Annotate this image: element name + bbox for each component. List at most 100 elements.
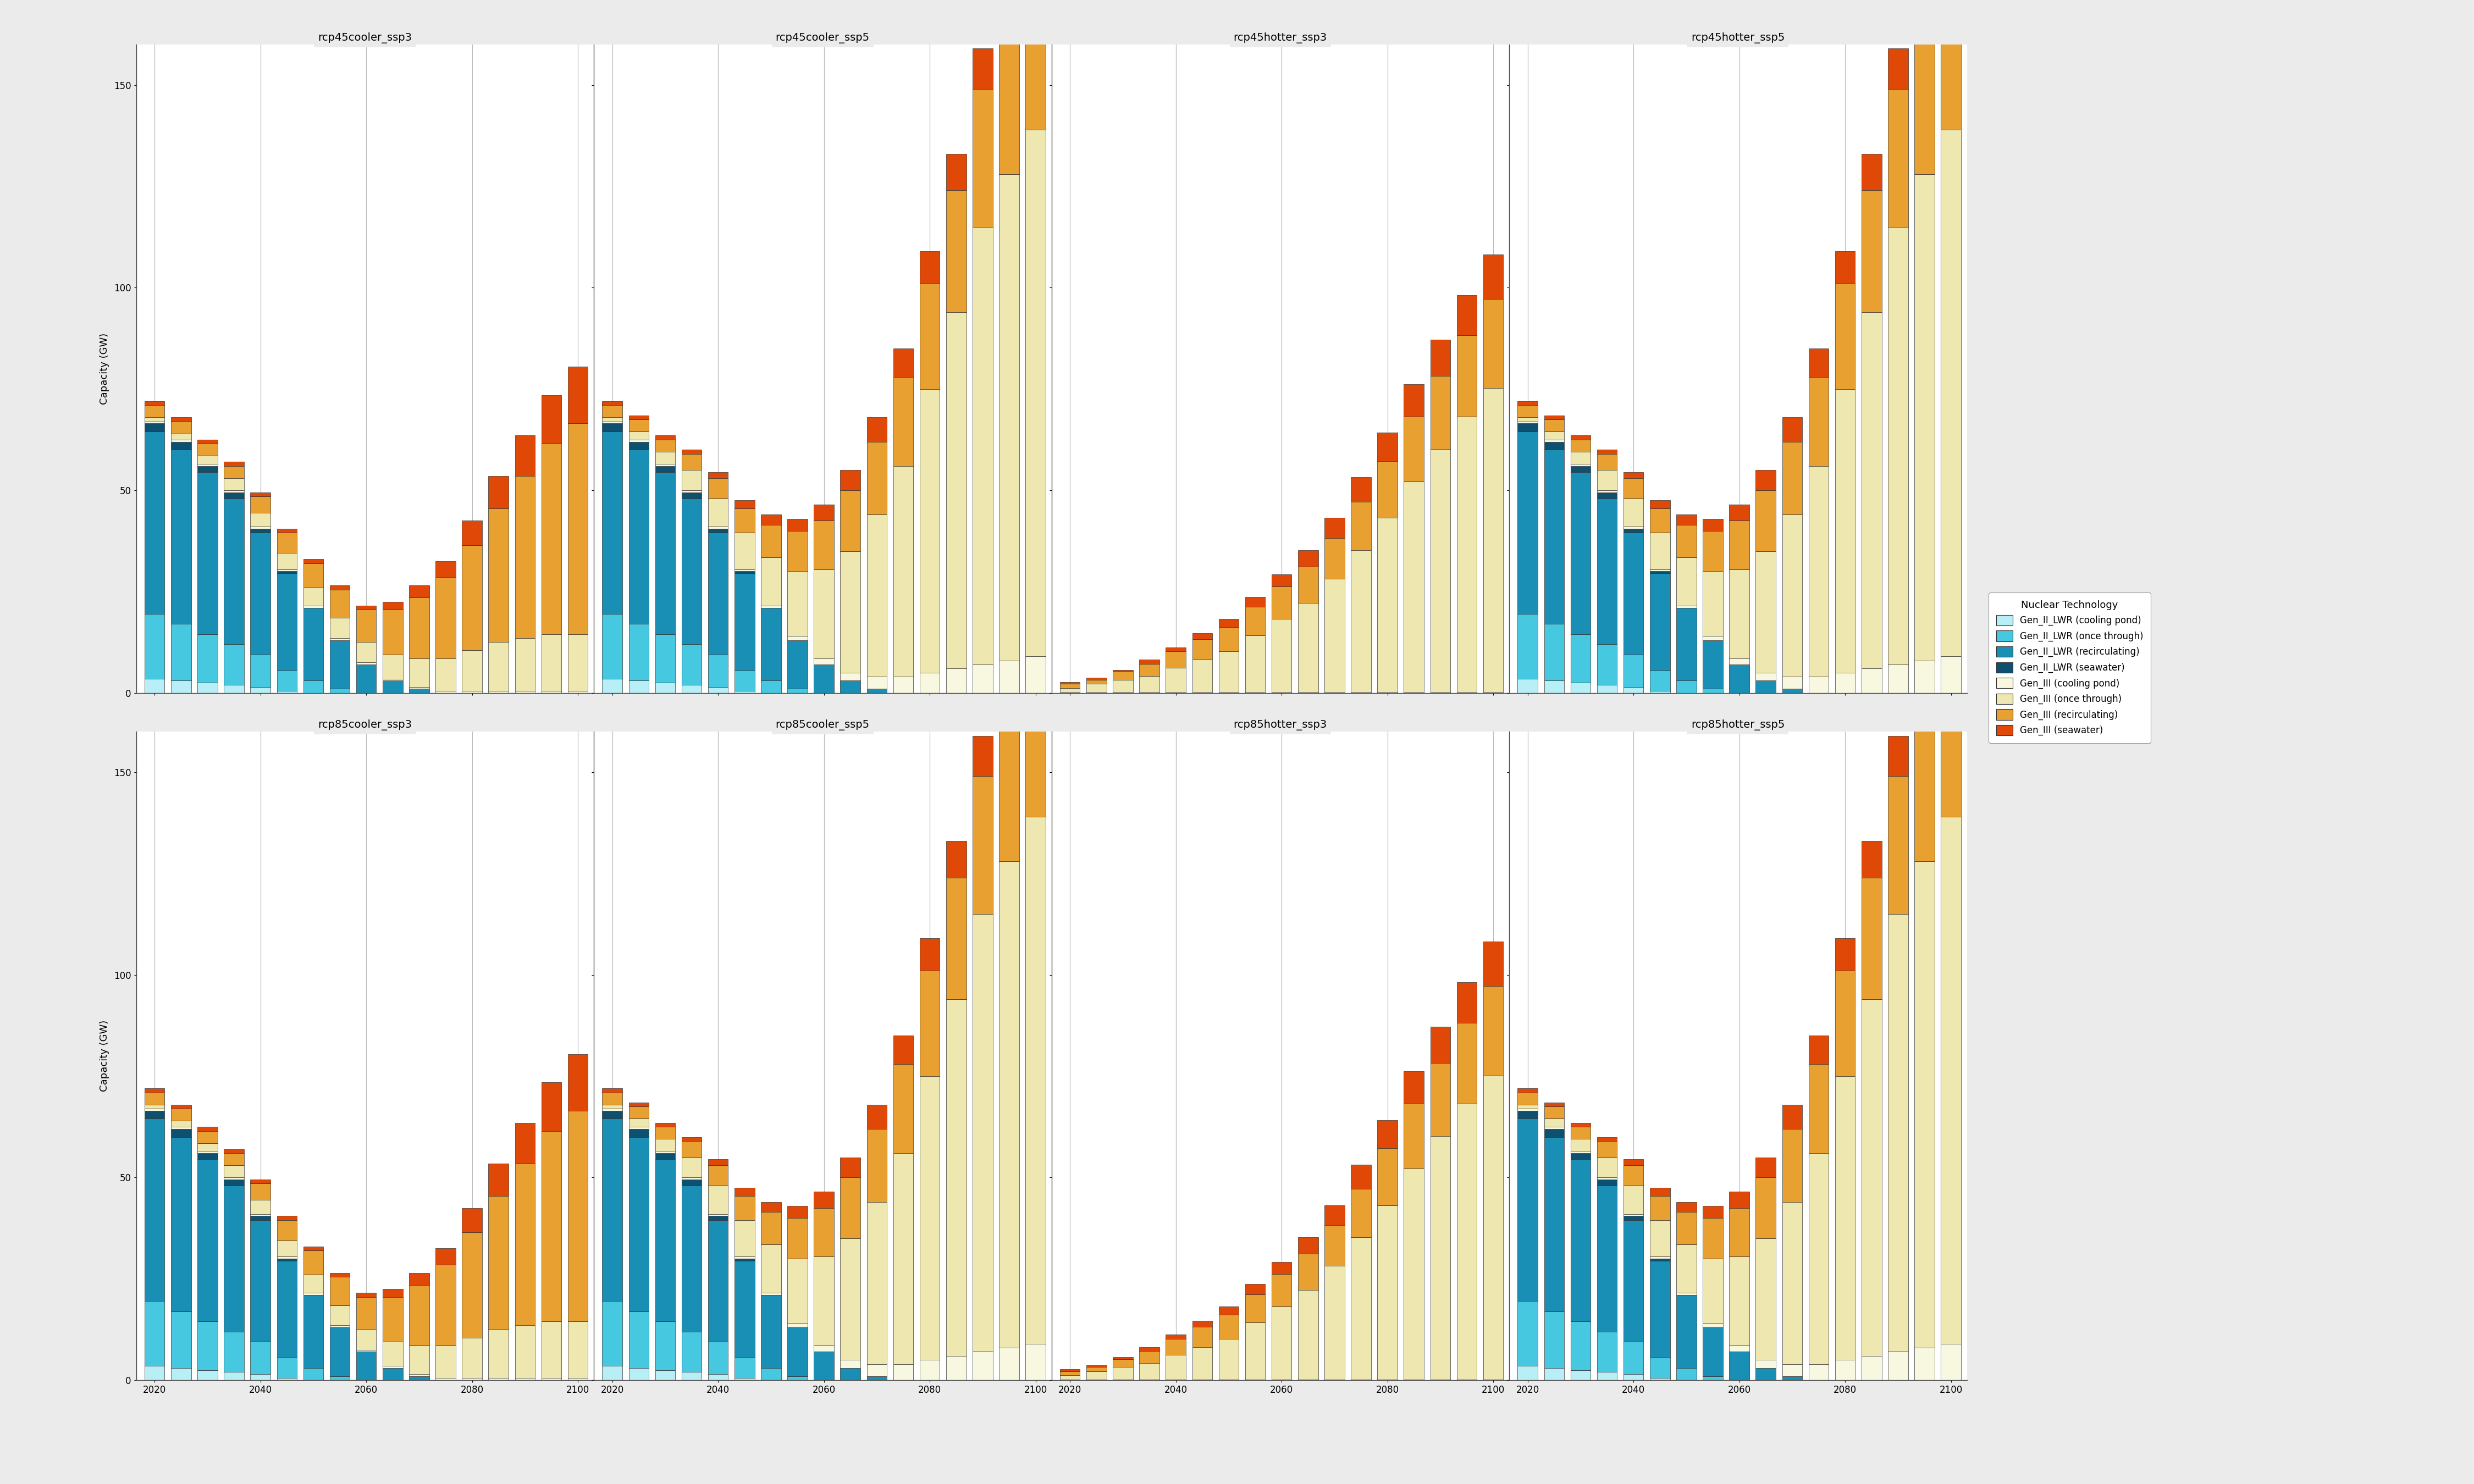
Bar [250, 687, 270, 693]
Bar [1192, 1347, 1212, 1379]
Bar [1457, 295, 1477, 335]
Bar [601, 1110, 623, 1119]
Bar [1598, 1331, 1618, 1373]
Bar [1027, 647, 1047, 816]
Bar [1650, 1379, 1670, 1380]
Bar [683, 644, 703, 684]
Bar [329, 1328, 349, 1376]
Bar [515, 1163, 534, 1325]
Bar [487, 1163, 510, 1196]
Bar [225, 1153, 245, 1165]
Bar [1598, 493, 1618, 499]
Bar [628, 1107, 648, 1119]
Bar [1351, 502, 1371, 551]
Bar [225, 1373, 245, 1380]
Bar [1244, 597, 1264, 607]
Bar [1192, 634, 1212, 640]
Bar [1623, 1374, 1643, 1380]
Bar [143, 614, 166, 678]
Bar [1677, 1368, 1697, 1380]
Bar [866, 442, 886, 515]
Bar [408, 1376, 428, 1380]
Bar [1781, 1376, 1801, 1380]
Bar [683, 1331, 703, 1373]
Bar [683, 1180, 703, 1186]
Bar [383, 678, 403, 681]
Bar [787, 689, 807, 693]
Bar [1729, 1346, 1749, 1352]
Bar [1378, 462, 1398, 518]
Bar [1272, 574, 1291, 586]
Bar [945, 190, 967, 312]
Bar [1571, 466, 1591, 472]
Bar [1403, 384, 1425, 417]
Bar [1677, 1212, 1697, 1245]
Bar [1544, 1129, 1564, 1137]
Bar [762, 1293, 782, 1296]
Bar [601, 1109, 623, 1110]
Bar [1702, 689, 1722, 693]
Bar [1623, 1342, 1643, 1374]
Bar [1598, 1141, 1618, 1158]
Bar [463, 521, 482, 545]
Bar [1677, 556, 1697, 605]
Bar [1517, 1301, 1539, 1365]
Bar [250, 1180, 270, 1184]
Bar [408, 586, 428, 598]
Bar [277, 1358, 297, 1379]
Bar [1403, 417, 1425, 481]
Bar [1324, 518, 1343, 539]
Bar [1220, 619, 1239, 628]
Bar [972, 776, 992, 914]
Bar [708, 1342, 727, 1374]
Bar [1598, 1373, 1618, 1380]
Bar [1571, 451, 1591, 464]
Bar [1702, 1376, 1722, 1380]
Bar [250, 1342, 270, 1374]
Bar [1484, 298, 1504, 389]
Bar [329, 617, 349, 638]
Bar [408, 1374, 428, 1376]
Bar [1677, 681, 1697, 693]
Bar [1860, 999, 1883, 1356]
Bar [683, 450, 703, 454]
Bar [1598, 1177, 1618, 1180]
Bar [487, 1196, 510, 1330]
Bar [329, 1304, 349, 1325]
Bar [628, 1312, 648, 1368]
Title: rcp85hotter_ssp5: rcp85hotter_ssp5 [1692, 720, 1784, 730]
Bar [1059, 689, 1081, 692]
Bar [683, 1137, 703, 1141]
Bar [1086, 678, 1106, 680]
Bar [1650, 1196, 1670, 1220]
Bar [893, 377, 913, 466]
Bar [601, 1301, 623, 1365]
Bar [143, 1092, 166, 1104]
Bar [1888, 49, 1907, 89]
Bar [1141, 1350, 1160, 1364]
Bar [515, 1379, 534, 1380]
Bar [277, 571, 297, 573]
Bar [225, 644, 245, 684]
Bar [735, 533, 755, 570]
Bar [277, 1257, 297, 1258]
Bar [1544, 1107, 1564, 1119]
Bar [277, 1260, 297, 1358]
Bar [1623, 527, 1643, 528]
Bar [569, 1379, 589, 1380]
Bar [1836, 251, 1856, 283]
Bar [225, 1149, 245, 1153]
Bar [628, 420, 648, 432]
Bar [601, 678, 623, 693]
Bar [866, 689, 886, 693]
Bar [1165, 647, 1185, 651]
Title: rcp45cooler_ssp3: rcp45cooler_ssp3 [317, 33, 411, 43]
Bar [735, 1187, 755, 1196]
Bar [1027, 816, 1047, 1343]
Bar [171, 1137, 190, 1312]
Bar [1059, 1371, 1081, 1376]
Bar [143, 405, 166, 417]
Bar [1781, 1202, 1801, 1364]
Bar [356, 1293, 376, 1297]
Title: rcp45cooler_ssp5: rcp45cooler_ssp5 [774, 33, 871, 43]
